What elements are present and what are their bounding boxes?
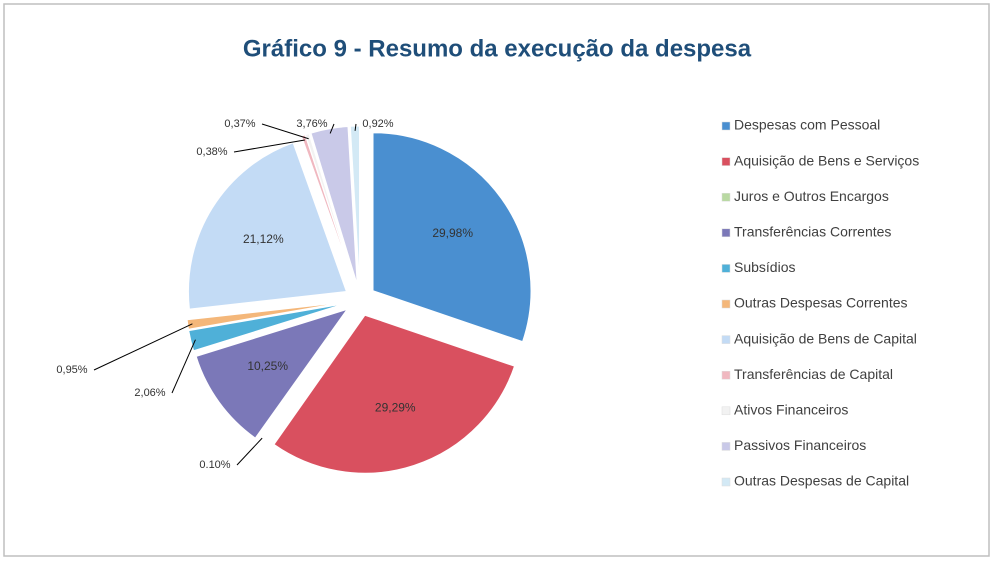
- legend-label: Ativos Financeiros: [734, 402, 848, 418]
- legend-label: Passivos Financeiros: [734, 437, 866, 453]
- pie-slice: [310, 125, 358, 285]
- leader-line: [93, 323, 193, 371]
- data-label: 3,76%: [296, 118, 327, 130]
- data-label: 0,37%: [224, 118, 255, 130]
- pie-slice: [188, 303, 345, 352]
- pie-slice: [349, 125, 361, 285]
- legend-swatch: [721, 335, 731, 344]
- data-label: 21,12%: [243, 232, 284, 246]
- pie-slice: [273, 314, 516, 474]
- data-label: 29,29%: [375, 401, 416, 415]
- pie-slice: [372, 132, 532, 343]
- leader-line: [261, 123, 309, 140]
- pie-slice: [195, 308, 349, 439]
- legend-swatch: [721, 442, 731, 451]
- leader-line: [233, 139, 305, 153]
- data-label: 0,95%: [56, 364, 87, 376]
- leader-line: [354, 123, 357, 131]
- legend-label: Transferências Correntes: [734, 224, 891, 240]
- legend-label: Outras Despesas de Capital: [734, 473, 909, 489]
- legend-swatch: [721, 299, 731, 309]
- legend-label: Despesas com Pessoal: [734, 117, 880, 133]
- legend-swatch: [721, 157, 731, 166]
- legend-swatch: [721, 477, 731, 487]
- leader-line: [329, 123, 335, 134]
- legend-swatch: [721, 406, 731, 416]
- pie-slice: [186, 301, 345, 330]
- pie-slice: [304, 133, 356, 285]
- leader-line: [171, 339, 196, 394]
- leader-line: [236, 437, 263, 466]
- data-label: 0,38%: [196, 146, 227, 158]
- legend-swatch: [721, 370, 731, 380]
- legend-label: Outras Despesas Correntes: [734, 295, 908, 311]
- legend-label: Aquisição de Bens de Capital: [734, 330, 917, 346]
- data-label: 0.10%: [199, 459, 230, 471]
- data-label: 10,25%: [247, 359, 288, 373]
- legend-label: Subsídios: [734, 259, 795, 275]
- pie-slice: [187, 142, 348, 310]
- legend-label: Aquisição de Bens e Serviços: [734, 152, 919, 168]
- data-label: 0,92%: [362, 118, 393, 130]
- legend-label: Transferências de Capital: [734, 366, 893, 382]
- legend-label: Juros e Outros Encargos: [734, 188, 889, 204]
- legend-swatch: [721, 121, 731, 131]
- data-label: 2,06%: [134, 387, 165, 399]
- data-label: 29,98%: [432, 226, 473, 240]
- legend-swatch: [721, 228, 731, 238]
- chart-title: Gráfico 9 - Resumo da execução da despes…: [243, 35, 752, 62]
- legend-swatch: [721, 192, 731, 202]
- legend-swatch: [721, 264, 731, 273]
